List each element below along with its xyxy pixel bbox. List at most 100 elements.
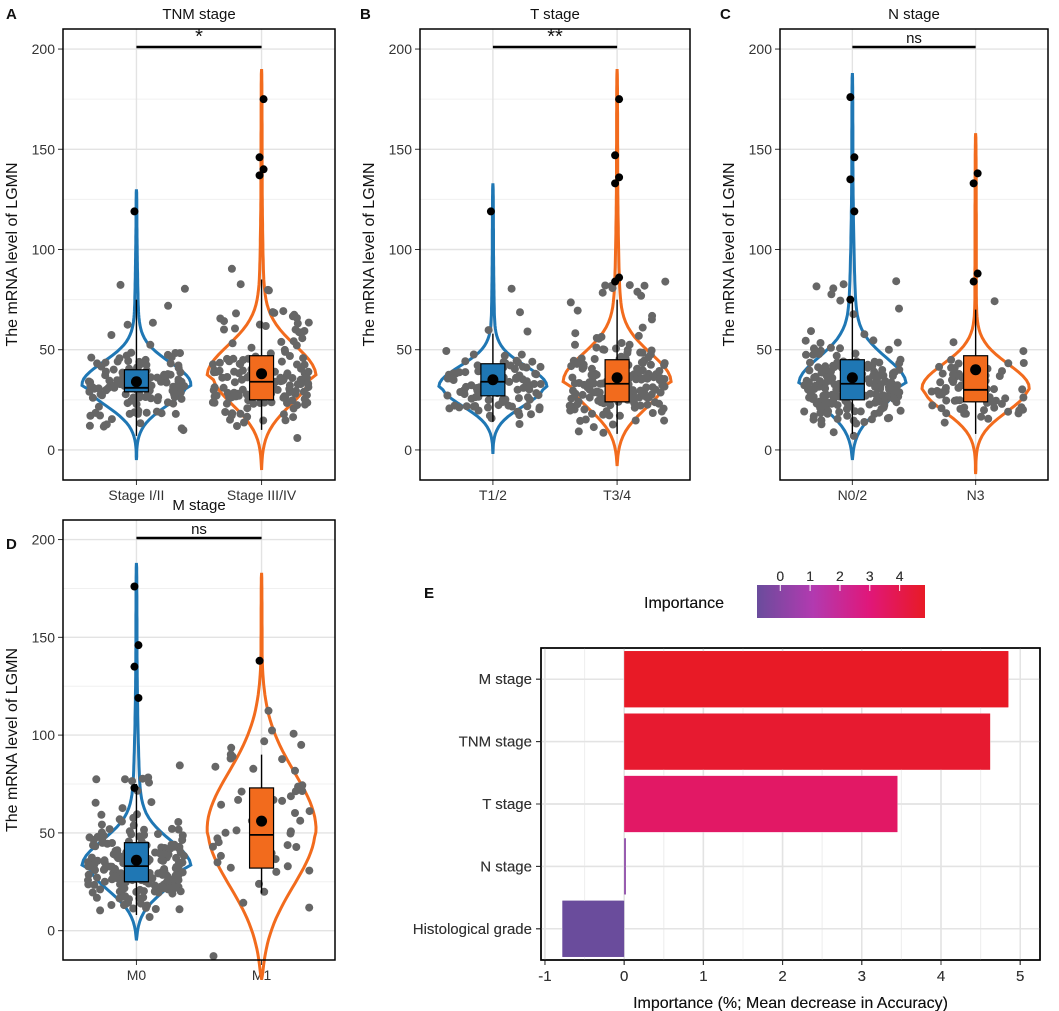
data-point [598, 288, 607, 297]
data-point [860, 330, 869, 339]
data-point [151, 905, 160, 913]
data-point [574, 397, 583, 406]
outlier-point [973, 169, 982, 178]
data-point [118, 804, 127, 813]
data-point [283, 369, 292, 378]
data-point [135, 393, 144, 402]
data-point [535, 405, 544, 414]
data-point [177, 424, 186, 433]
data-point [576, 416, 585, 425]
data-point [592, 343, 601, 352]
data-point [625, 340, 634, 349]
data-point [851, 349, 860, 358]
data-point [867, 415, 876, 424]
data-point [97, 810, 106, 819]
x-tick-label: 3 [858, 968, 866, 985]
data-point [880, 392, 889, 400]
data-point [821, 384, 830, 393]
data-point [215, 358, 224, 367]
y-tick-label: 0 [764, 442, 772, 458]
data-point [260, 737, 269, 746]
legend-colorbar [757, 585, 925, 618]
panel-title: TNM stage [162, 6, 235, 23]
data-point [303, 398, 312, 407]
outlier-point [255, 153, 264, 162]
data-point [578, 390, 587, 399]
data-point [84, 859, 93, 868]
data-point [279, 393, 288, 402]
x-tick-label: 5 [1016, 968, 1024, 985]
data-point [292, 843, 301, 851]
data-point [259, 416, 268, 425]
legend: Importance 0 1 2 3 4 [644, 568, 925, 618]
outlier-point [134, 693, 143, 702]
data-point [171, 409, 180, 418]
data-point [942, 409, 951, 418]
x-tick-label: Stage I/II [108, 487, 164, 503]
data-point [152, 407, 161, 416]
y-tick-label: 150 [32, 141, 56, 157]
data-point [279, 307, 288, 316]
data-point [133, 409, 142, 418]
data-point [836, 344, 844, 353]
data-point [512, 356, 521, 365]
x-tick-label: 2 [778, 968, 786, 985]
data-point [108, 839, 116, 847]
outlier-point [611, 179, 620, 188]
data-point [487, 414, 496, 423]
legend-tick-label: 2 [836, 568, 844, 584]
data-point [100, 856, 109, 865]
data-point [804, 378, 813, 387]
data-point [94, 402, 103, 411]
data-point [522, 363, 531, 372]
data-point [288, 312, 297, 321]
data-point [889, 394, 898, 403]
data-point [150, 881, 159, 890]
data-point [954, 383, 963, 392]
data-point [211, 762, 220, 771]
data-point [298, 334, 307, 343]
data-point [150, 887, 159, 896]
data-point [514, 394, 523, 403]
data-point [228, 752, 237, 761]
data-point [88, 383, 97, 392]
panel-b: T stage B The mRNA level of LGMN 0 50 100 150 2… [360, 6, 691, 503]
data-point [863, 360, 872, 369]
data-point [170, 840, 179, 849]
data-point [637, 291, 646, 300]
data-point [636, 401, 645, 410]
data-point [879, 371, 888, 380]
significance-label: * [195, 26, 203, 48]
data-point [227, 264, 236, 273]
data-point [833, 414, 842, 423]
x-tick-label: 4 [937, 968, 945, 985]
outlier-point [130, 783, 139, 792]
data-point [278, 755, 287, 764]
data-point [612, 344, 620, 353]
panel-letter: E [424, 585, 434, 602]
outlier-point [615, 95, 624, 104]
data-point [443, 391, 452, 400]
data-point [805, 366, 814, 375]
data-point [531, 369, 540, 378]
data-point [893, 381, 902, 390]
data-point [217, 800, 226, 809]
data-point [628, 386, 637, 395]
data-point [590, 355, 599, 363]
data-point [209, 360, 217, 369]
y-tick-label: 50 [396, 342, 412, 358]
data-point [143, 901, 151, 910]
data-point [117, 878, 126, 887]
data-point [887, 378, 896, 387]
data-point [513, 407, 522, 416]
panel-letter: A [6, 6, 17, 23]
data-point [96, 885, 105, 894]
data-point [300, 360, 309, 369]
data-point [178, 836, 187, 844]
data-point [640, 281, 649, 290]
data-point [874, 397, 883, 406]
data-point [829, 428, 838, 437]
data-point [215, 367, 223, 376]
legend-title: Importance [644, 595, 724, 612]
data-point [507, 284, 516, 293]
